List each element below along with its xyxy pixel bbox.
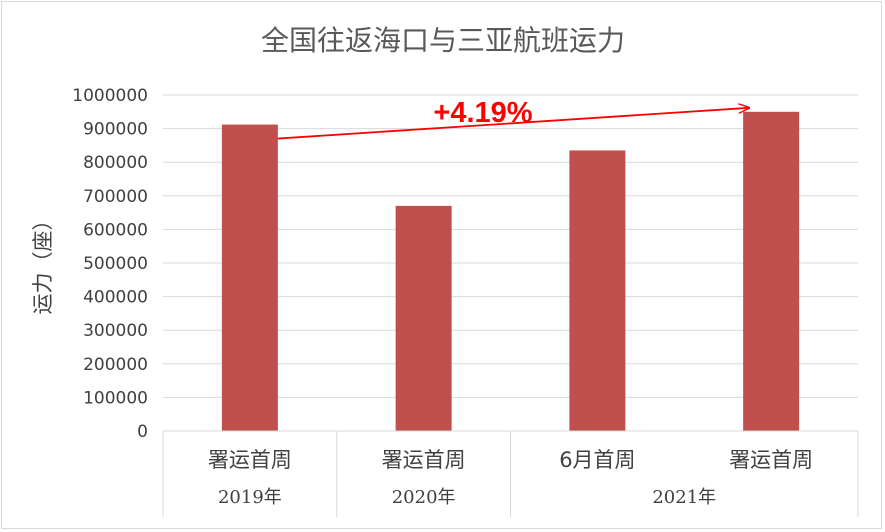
y-tick-label: 400000	[83, 288, 148, 308]
y-tick-label: 900000	[83, 120, 148, 140]
x-tick-label: 署运首周	[729, 448, 813, 472]
growth-annotation: +4.19%	[277, 97, 749, 140]
y-axis-ticks: 0 100000 200000 300000 400000 500000 600000 700…	[72, 86, 148, 442]
y-tick-label: 200000	[83, 355, 148, 375]
y-tick-label: 1000000	[72, 86, 148, 106]
growth-label: +4.19%	[433, 97, 532, 129]
y-tick-label: 300000	[83, 321, 148, 341]
x-group-label: 2019年	[218, 487, 282, 508]
bar	[395, 205, 452, 431]
chart-title: 全国往返海口与三亚航班运力	[261, 24, 625, 57]
x-group-label: 2021年	[652, 487, 716, 508]
bar	[743, 111, 800, 432]
bars	[221, 111, 800, 432]
bar	[569, 150, 626, 431]
x-tick-label: 署运首周	[208, 448, 292, 472]
y-tick-label: 0	[137, 422, 148, 442]
growth-arrow	[277, 108, 749, 140]
x-group-label: 2020年	[392, 487, 456, 508]
y-tick-label: 600000	[83, 220, 148, 240]
x-axis-groups: 2019年 2020年 2021年	[162, 431, 859, 517]
x-tick-label: 6月首周	[559, 448, 635, 472]
y-tick-label: 100000	[83, 388, 148, 408]
x-tick-label: 署运首周	[382, 448, 466, 472]
bar	[221, 124, 278, 432]
y-tick-label: 700000	[83, 187, 148, 207]
y-tick-label: 800000	[83, 153, 148, 173]
x-axis-labels: 署运首周 署运首周 6月首周 署运首周	[208, 448, 813, 472]
gridlines	[163, 94, 858, 398]
y-axis-title: 运力（座）	[31, 210, 55, 315]
y-tick-label: 500000	[83, 254, 148, 274]
